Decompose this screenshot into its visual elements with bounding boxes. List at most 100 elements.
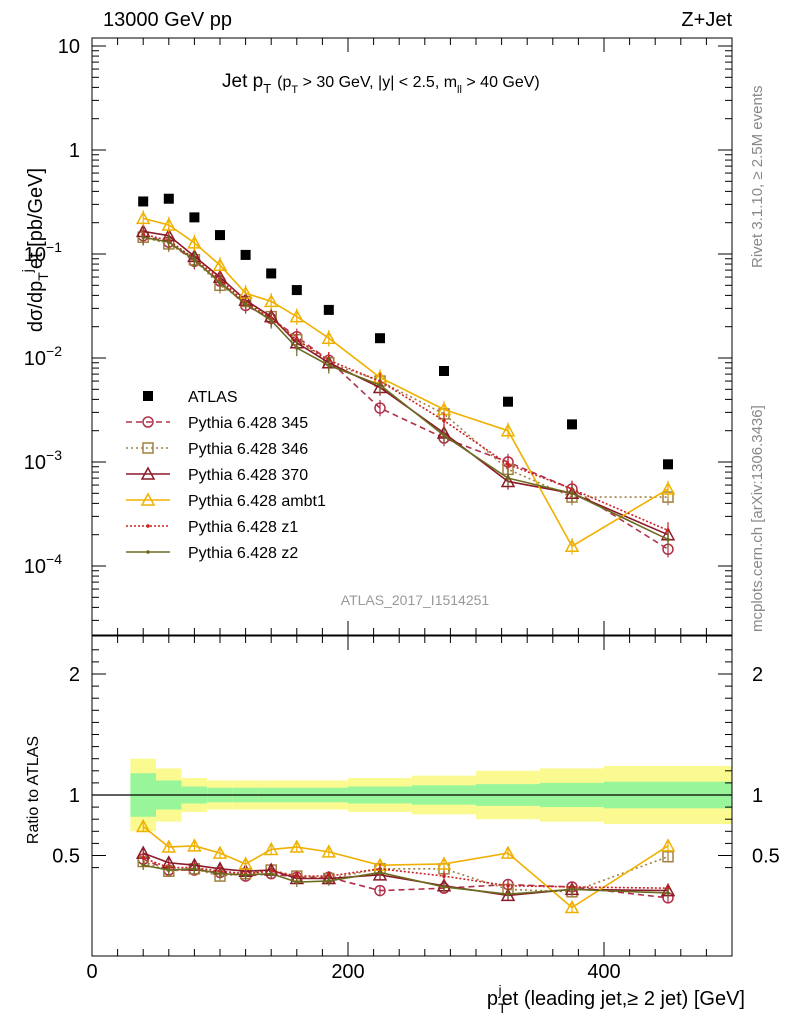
atlas-point [503,396,513,407]
data-point [506,883,510,888]
data-point [500,887,516,902]
rivet-version-label: Rivet 3.1.10, ≥ 2.5M events [749,85,766,269]
data-point [378,383,382,387]
data-point [263,293,279,308]
y-axis-label-main: dσ/dpTjet [pb/GeV] [19,168,51,332]
data-point [378,870,382,875]
y-tick-label-ratio-right: 2 [752,664,763,686]
data-point [141,235,145,240]
data-point [135,210,151,225]
data-point [218,871,222,876]
data-point [570,491,574,496]
y-tick-label-ratio: 0.5 [52,846,80,868]
atlas-point [138,196,149,207]
main-frame [91,37,733,636]
data-point [442,418,446,423]
series-atlas [138,193,673,470]
data-point [660,481,676,495]
ratio-frame [91,635,733,957]
data-point [500,845,516,859]
data-point [500,423,516,437]
legend-entry: Pythia 6.428 345 [126,415,308,432]
data-point [570,887,574,892]
data-point [289,839,305,853]
legend-marker [142,416,154,428]
data-point [167,868,171,872]
data-point [289,309,305,323]
atlas-point [375,333,385,344]
data-point [327,363,331,368]
data-point [218,280,222,285]
data-point [321,844,337,858]
data-point [372,867,388,881]
data-point [506,476,510,480]
data-point [506,892,510,897]
plot-title: Jet pT (pT > 30 GeV, |y| < 2.5, mll > 40 … [222,71,540,96]
atlas-point [163,193,174,204]
data-point [135,818,151,833]
legend-label: Pythia 6.428 346 [188,441,308,458]
y-tick-label-ratio-right: 1 [752,785,763,807]
data-point [141,863,145,867]
data-point [374,402,386,414]
series-ambt1-ratio [135,818,676,914]
legend-entry: Pythia 6.428 346 [126,441,308,458]
data-point [187,235,202,249]
legend-label: Pythia 6.428 ambt1 [188,493,326,510]
data-point [662,850,674,863]
legend-entry: Pythia 6.428 ambt1 [126,492,326,510]
data-point [500,473,516,488]
atlas-point [189,212,200,223]
data-point [442,433,446,438]
data-point [564,899,580,914]
y-tick-label-ratio-right: 0.5 [752,846,780,868]
atlas-point [215,230,225,241]
header-left: 13000 GeV pp [103,9,232,31]
data-point [269,318,274,323]
x-axis-label: pTjet (leading jet,≥ 2 jet) [GeV] [487,982,745,1016]
data-point [374,884,386,897]
y-tick-label-main: 10−3 [24,447,62,474]
y-tick-label-main: 10−4 [24,551,62,578]
y-tick-label-main: 10 [58,36,80,58]
data-point [666,537,670,542]
series-z2-main [141,228,670,548]
main-panel: 10 1 10−1 10−2 10−3 10−4 [24,36,733,636]
data-point [192,867,197,871]
legend-marker [146,550,150,554]
y-axis-label-ratio: Ratio to ATLAS [25,736,42,844]
x-tick-label: 400 [587,961,620,983]
data-point [212,845,228,859]
header-right: Z+Jet [681,9,732,31]
data-point [161,217,177,231]
data-point [269,871,274,876]
data-point [243,873,248,877]
analysis-watermark: ATLAS_2017_I1514251 [341,592,490,608]
data-point [295,880,299,884]
data-point [660,838,676,852]
series-z2-ratio [141,860,670,900]
x-tick-label: 200 [331,961,364,983]
data-point [212,257,228,271]
legend-label: ATLAS [188,389,238,406]
atlas-point [291,285,302,296]
legend-marker [142,442,154,454]
data-point [192,257,197,262]
data-point [321,330,337,344]
legend-marker [140,492,156,506]
legend-marker [140,466,156,480]
legend-label: Pythia 6.428 370 [188,467,308,484]
y-tick-label-ratio: 1 [69,785,80,807]
x-tick-label: 0 [86,961,97,983]
data-point [263,841,279,856]
atlas-point [663,459,673,470]
data-point [442,874,446,878]
y-tick-label-ratio: 2 [69,664,80,686]
legend-label: Pythia 6.428 z1 [188,519,298,536]
y-tick-label-main: 10−2 [24,343,62,370]
data-point [141,856,145,860]
data-point [564,538,580,552]
data-point [187,838,202,852]
legend-entry: Pythia 6.428 z2 [126,545,298,562]
